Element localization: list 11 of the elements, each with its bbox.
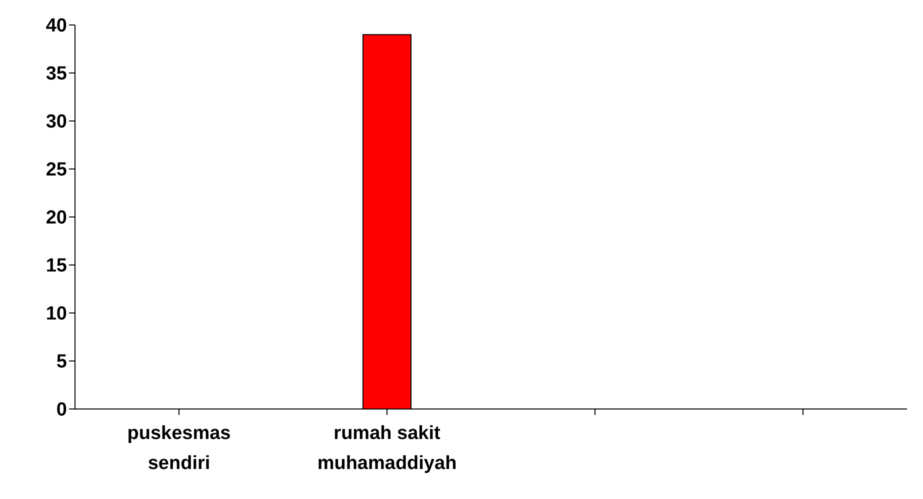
x-tick-label: puskesmas sendiri: [127, 423, 231, 474]
y-tick-label: 35: [46, 64, 68, 85]
x-tick-label: rumah sakit muhamaddiyah: [317, 423, 457, 474]
y-tick-label: 30: [46, 112, 67, 133]
y-tick-label: 40: [46, 16, 67, 37]
y-tick-label: 20: [46, 208, 67, 229]
y-tick-label: 5: [56, 352, 68, 373]
y-tick-label: 15: [46, 256, 68, 277]
y-tick-label: 25: [46, 160, 68, 181]
y-tick-label: 0: [56, 400, 67, 421]
y-tick-label: 10: [46, 304, 67, 325]
